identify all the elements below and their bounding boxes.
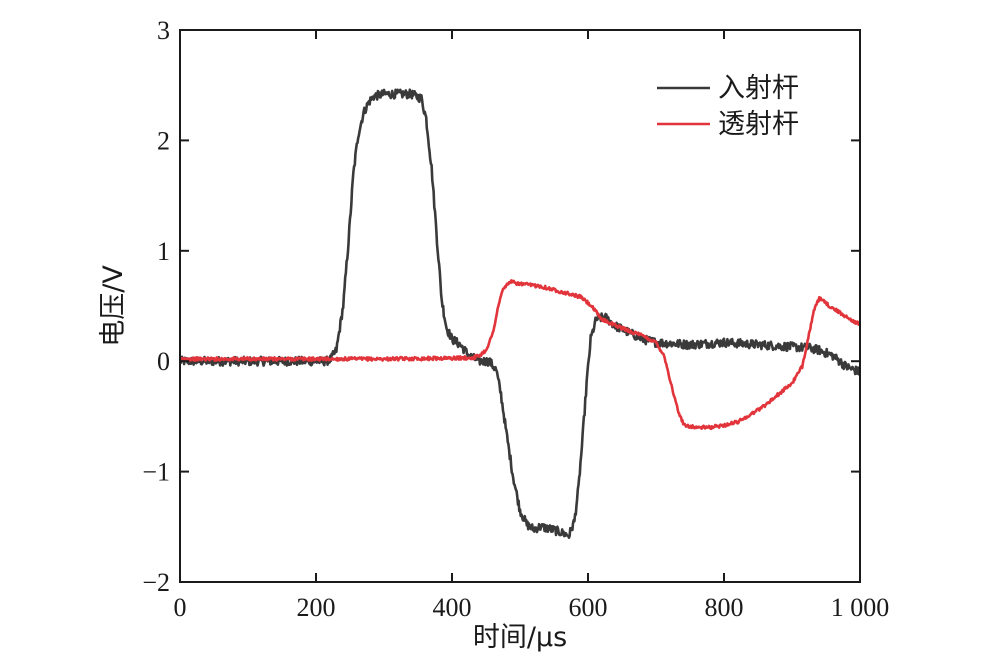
ticks-layer <box>179 29 861 583</box>
x-tick-label: 0 <box>174 593 187 622</box>
x-tick-label: 600 <box>569 593 608 622</box>
y-tick-label: 0 <box>157 347 170 376</box>
y-tick-label: −2 <box>142 568 170 597</box>
legend-label-incident: 入射杆 <box>718 73 799 104</box>
tick-labels: 0 200 400 600 800 1 000 −2 −1 0 1 2 3 <box>142 16 889 622</box>
series-line-0 <box>180 88 860 540</box>
y-axis-title: 电压/V <box>98 265 129 347</box>
x-tick-label: 200 <box>297 593 336 622</box>
y-tick-label: 1 <box>157 237 170 266</box>
x-tick-label: 800 <box>705 593 744 622</box>
x-tick-label: 1 000 <box>831 593 890 622</box>
y-tick-label: −1 <box>142 458 170 487</box>
plot-frame <box>179 29 861 583</box>
series-line-1 <box>180 279 860 431</box>
y-tick-label: 2 <box>157 126 170 155</box>
legend-label-transmitted: 透射杆 <box>718 109 799 140</box>
legend: 入射杆 透射杆 <box>657 73 799 140</box>
y-tick-label: 3 <box>157 16 170 45</box>
x-axis-title: 时间/μs <box>473 622 567 653</box>
x-tick-label: 400 <box>433 593 472 622</box>
series-layer <box>180 88 860 540</box>
